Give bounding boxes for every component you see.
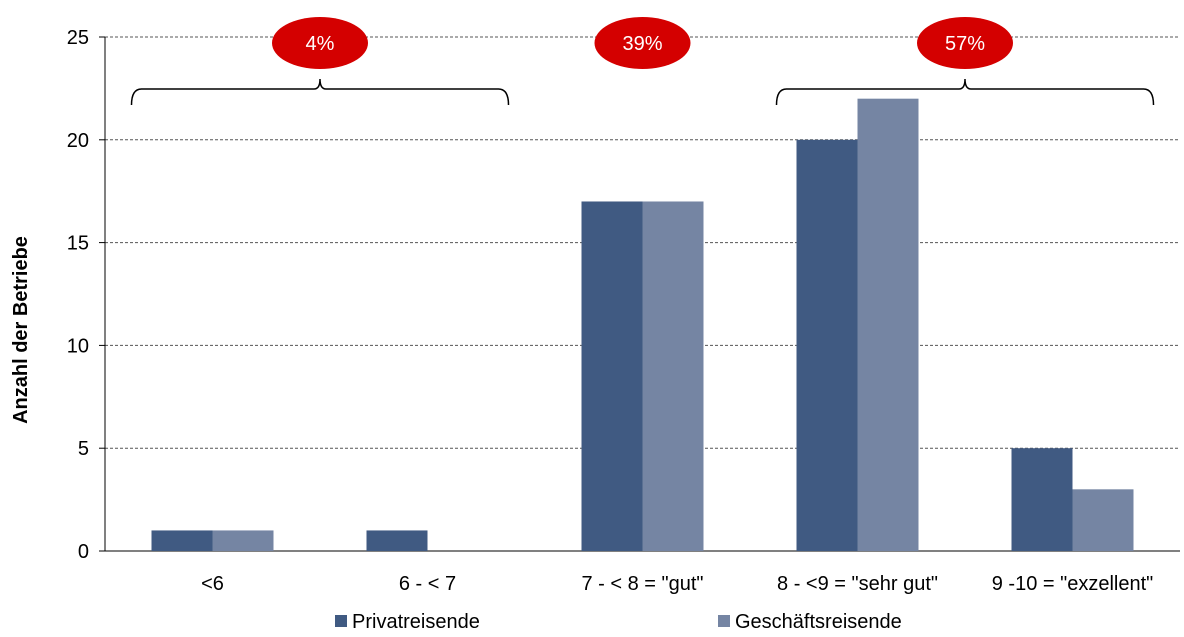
y-tick-label: 15 xyxy=(67,233,89,255)
y-tick-label: 5 xyxy=(78,438,89,460)
bar xyxy=(366,530,428,551)
y-tick-label: 0 xyxy=(78,541,89,563)
bar xyxy=(212,530,274,551)
bracket xyxy=(130,78,510,106)
legend-swatch xyxy=(718,615,730,627)
y-tick-label: 25 xyxy=(67,27,89,49)
percentage-badge xyxy=(272,17,368,69)
percentage-badge xyxy=(594,17,691,69)
bar xyxy=(857,98,919,552)
percentage-badge xyxy=(917,17,1013,69)
annotations: 4% 39% 57% xyxy=(130,17,1155,106)
percentage-label: 57% xyxy=(945,33,985,55)
y-tick-label: 10 xyxy=(67,335,89,357)
y-axis-label: Anzahl der Betriebe xyxy=(10,236,32,424)
legend: Privatreisende Geschäftsreisende xyxy=(335,611,902,633)
y-tick-label: 20 xyxy=(67,130,89,152)
bar xyxy=(642,201,704,552)
x-tick-label: 8 - <9 = "sehr gut" xyxy=(777,573,938,595)
bar xyxy=(1011,448,1073,551)
x-tick-label: <6 xyxy=(201,573,224,595)
bar xyxy=(581,201,643,552)
legend-swatch xyxy=(335,615,347,627)
axes: 0 5 10 15 20 25 <6 6 - < 7 7 - < 8 = "gut" 8 - <9… xyxy=(67,27,1180,595)
percentage-label: 4% xyxy=(306,33,335,55)
x-tick-label: 7 - < 8 = "gut" xyxy=(581,573,703,595)
x-tick-label: 9 -10 = "exzellent" xyxy=(992,573,1154,595)
x-tick-label: 6 - < 7 xyxy=(399,573,456,595)
percentage-label: 39% xyxy=(622,33,662,55)
bracket xyxy=(775,78,1155,106)
bars xyxy=(151,98,1134,552)
legend-label: Geschäftsreisende xyxy=(735,611,902,633)
legend-label: Privatreisende xyxy=(352,611,480,633)
bar xyxy=(1072,489,1134,551)
bar xyxy=(796,139,858,552)
bar xyxy=(151,530,213,551)
